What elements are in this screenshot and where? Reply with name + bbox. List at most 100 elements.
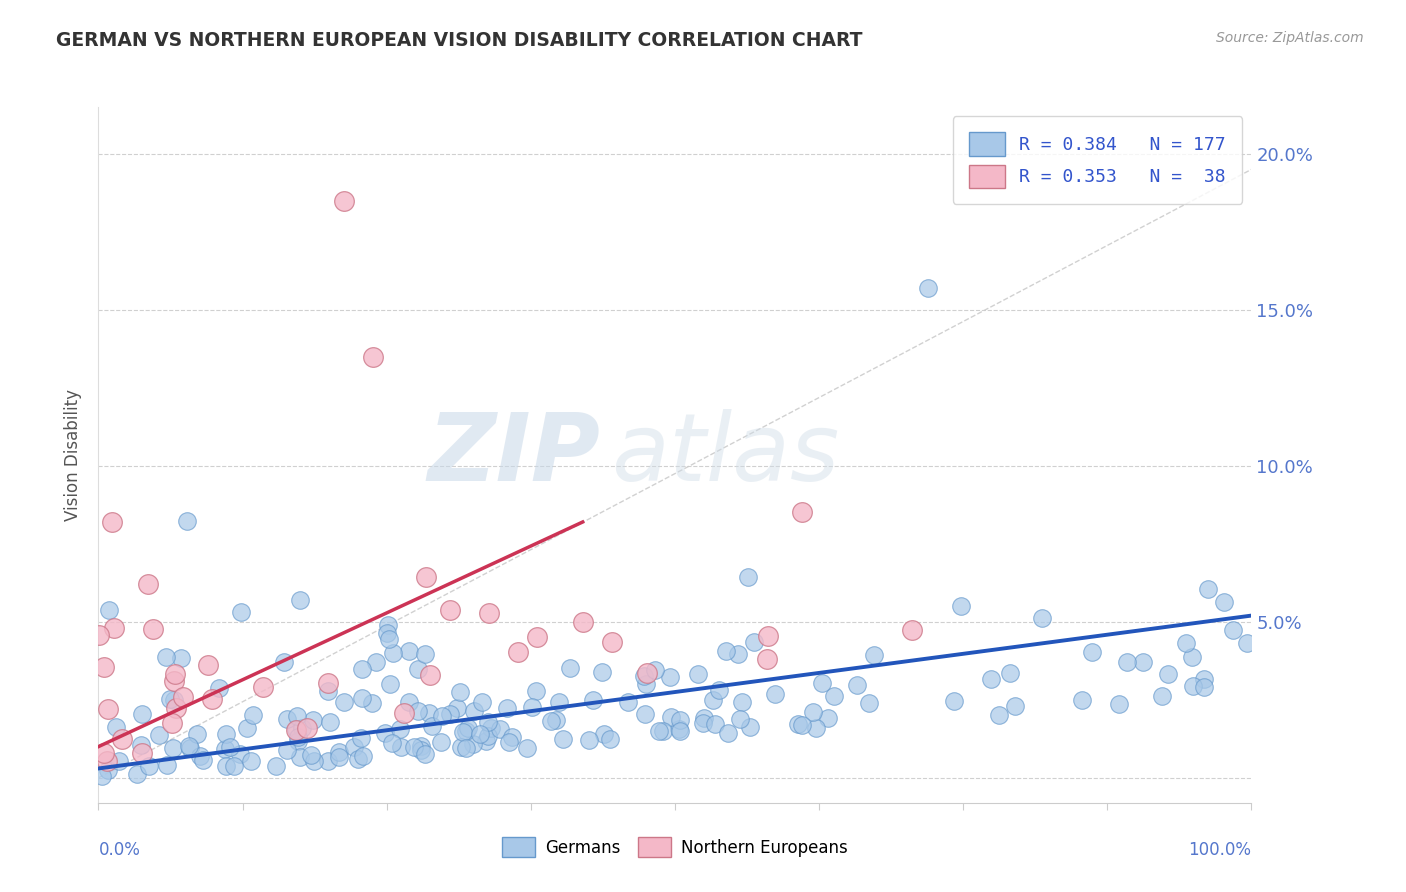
Point: [276, 743, 298, 757]
Point: [252, 681, 274, 695]
Point: [648, 723, 671, 738]
Point: [693, 711, 716, 725]
Point: [142, 622, 165, 636]
Point: [108, 754, 131, 768]
Point: [508, 645, 530, 659]
Point: [651, 724, 673, 739]
Point: [136, 577, 159, 591]
Point: [787, 717, 810, 731]
Point: [159, 692, 181, 706]
Point: [319, 715, 342, 730]
Point: [544, 713, 567, 727]
Point: [201, 691, 224, 706]
Point: [179, 741, 201, 756]
Point: [439, 602, 461, 616]
Point: [449, 684, 471, 698]
Point: [398, 695, 420, 709]
Point: [526, 631, 548, 645]
Point: [756, 629, 779, 643]
Point: [1070, 693, 1092, 707]
Point: [295, 722, 318, 736]
Point: [498, 735, 520, 749]
Point: [634, 677, 657, 691]
Legend: Germans, Northern Europeans: Germans, Northern Europeans: [495, 830, 855, 864]
Point: [346, 752, 368, 766]
Point: [291, 721, 314, 735]
Point: [659, 710, 682, 724]
Point: [165, 700, 187, 714]
Point: [352, 662, 374, 676]
Point: [333, 694, 356, 708]
Point: [111, 731, 134, 746]
Point: [477, 714, 499, 729]
Point: [1152, 689, 1174, 703]
Point: [131, 739, 153, 753]
Point: [669, 724, 692, 739]
Point: [90, 769, 112, 783]
Point: [599, 732, 621, 747]
Point: [446, 700, 468, 714]
Point: [790, 505, 813, 519]
Point: [316, 754, 339, 768]
Point: [364, 655, 387, 669]
Point: [156, 758, 179, 772]
Y-axis label: Vision Disability: Vision Disability: [65, 389, 83, 521]
Point: [413, 747, 436, 761]
Point: [659, 670, 682, 684]
Point: [738, 720, 761, 734]
Point: [381, 736, 404, 750]
Point: [1157, 667, 1180, 681]
Point: [727, 647, 749, 661]
Point: [432, 708, 454, 723]
Point: [1004, 699, 1026, 714]
Point: [273, 655, 295, 669]
Point: [93, 659, 115, 673]
Point: [197, 658, 219, 673]
Point: [352, 748, 374, 763]
Point: [415, 647, 437, 661]
Point: [475, 733, 498, 747]
Point: [229, 605, 252, 619]
Point: [520, 700, 543, 714]
Point: [823, 690, 845, 704]
Point: [634, 707, 657, 722]
Point: [418, 706, 440, 720]
Point: [744, 634, 766, 648]
Point: [439, 707, 461, 722]
Point: [287, 730, 309, 744]
Point: [582, 693, 605, 707]
Point: [1080, 645, 1102, 659]
Point: [389, 723, 412, 737]
Point: [394, 706, 416, 720]
Point: [104, 720, 127, 734]
Point: [669, 713, 692, 727]
Point: [377, 617, 399, 632]
Point: [172, 690, 194, 705]
Point: [845, 678, 868, 692]
Point: [162, 741, 184, 756]
Point: [222, 759, 245, 773]
Point: [478, 606, 501, 620]
Point: [285, 709, 308, 723]
Point: [1181, 650, 1204, 665]
Point: [381, 646, 404, 660]
Point: [1194, 680, 1216, 694]
Point: [479, 722, 502, 736]
Point: [703, 717, 725, 731]
Point: [454, 723, 477, 738]
Point: [235, 721, 257, 735]
Point: [1197, 582, 1219, 597]
Point: [288, 749, 311, 764]
Point: [328, 745, 350, 759]
Point: [477, 729, 499, 743]
Point: [1181, 679, 1204, 693]
Point: [801, 705, 824, 719]
Point: [214, 742, 236, 756]
Point: [731, 695, 754, 709]
Point: [179, 739, 201, 753]
Point: [299, 747, 322, 762]
Point: [350, 731, 373, 746]
Point: [378, 632, 401, 647]
Point: [360, 696, 382, 710]
Point: [98, 603, 121, 617]
